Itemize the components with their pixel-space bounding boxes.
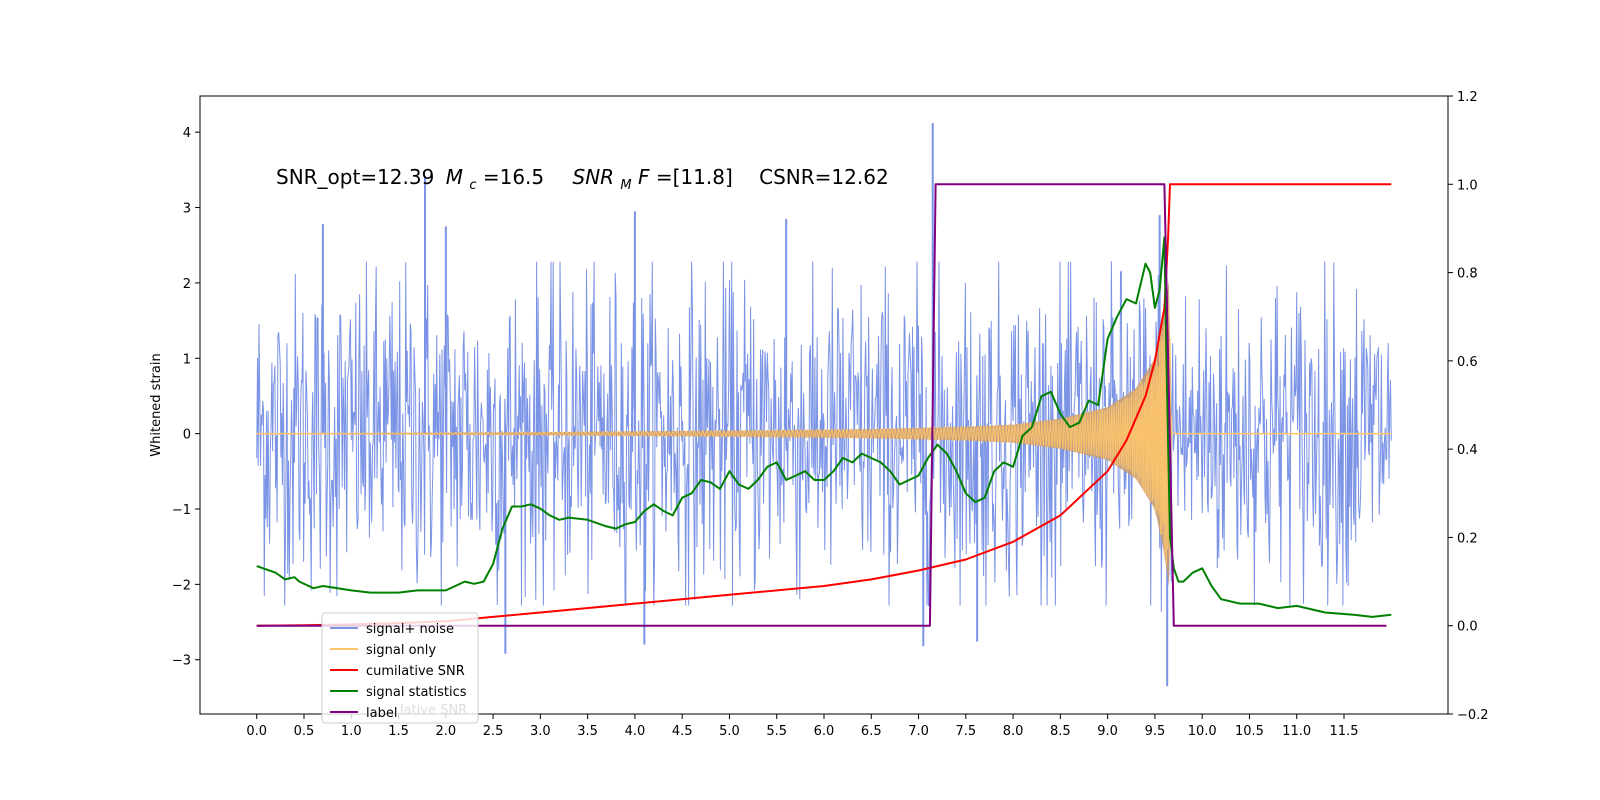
y-tick-label-left: −2 — [172, 578, 191, 593]
series-label-line — [256, 183, 1387, 627]
x-tick-label: 6.5 — [861, 724, 882, 739]
y-tick-label-right: 0.4 — [1457, 443, 1478, 458]
x-tick-label: 9.5 — [1145, 724, 1166, 739]
x-tick-label: 8.0 — [1003, 724, 1024, 739]
annotation-snrmf-tail: F — [638, 165, 650, 189]
annotation-csnr: CSNR=12.62 — [759, 165, 889, 189]
annotation-snrmf-sub: M — [620, 178, 631, 193]
legend-label: signal statistics — [366, 685, 467, 700]
x-tick-label: 4.0 — [625, 724, 646, 739]
x-tick-label: 0.5 — [294, 724, 315, 739]
annotation-snrmf-symbol: SNR — [573, 165, 615, 189]
annotation-snr-opt: SNR_opt=12.39 — [276, 165, 434, 189]
legend-ghost-text: lative SNR — [400, 703, 467, 718]
y-tick-label-left: 4 — [183, 126, 191, 141]
legend-box — [321, 612, 479, 724]
x-tick-label: 3.0 — [530, 724, 551, 739]
legend-label: signal only — [366, 643, 436, 658]
x-tick-label: 10.0 — [1188, 724, 1217, 739]
annotation-mc-symbol: M — [446, 165, 463, 189]
y-tick-label-right: 0.2 — [1457, 531, 1478, 546]
y-tick-label-right: 0.6 — [1457, 355, 1478, 370]
x-tick-label: 0.0 — [246, 724, 267, 739]
ticks-layer: 0.0 0.5 1.0 1.5 2.0 2.5 3.0 3.5 4.0 4.5 5.0 5.5 6.0 6… — [172, 90, 1489, 739]
legend: signal+ noise signal only cumilative SNR si… — [321, 612, 479, 724]
x-tick-label: 1.0 — [341, 724, 362, 739]
x-tick-label: 4.5 — [672, 724, 693, 739]
y-tick-label-left: 0 — [183, 428, 191, 443]
legend-entries: signal+ noise signal only cumilative SNR si… — [330, 622, 467, 721]
y-tick-label-right: 1.2 — [1457, 90, 1478, 105]
y-tick-label-right: −0.2 — [1457, 708, 1489, 723]
y-tick-label-right: 1.0 — [1457, 178, 1478, 193]
x-tick-label: 7.0 — [908, 724, 929, 739]
legend-label: signal+ noise — [366, 622, 454, 637]
y-tick-label-right: 0.0 — [1457, 620, 1478, 635]
x-tick-label: 6.0 — [814, 724, 835, 739]
y-tick-label-left: −3 — [172, 654, 191, 669]
legend-label: label — [366, 706, 397, 721]
legend-label: cumilative SNR — [366, 664, 465, 679]
annotation-mc-sub: c — [469, 178, 476, 193]
series-signal-only-line — [256, 304, 1173, 566]
x-tick-label: 2.5 — [483, 724, 504, 739]
series-signal-statistics-line — [256, 236, 1392, 618]
x-tick-label: 11.0 — [1282, 724, 1311, 739]
chart-annotation: SNR_opt=12.39 M c =16.5 SNR M F =[11.8] … — [276, 165, 889, 194]
x-tick-label: 11.5 — [1330, 724, 1359, 739]
x-tick-label: 10.5 — [1235, 724, 1264, 739]
x-tick-label: 7.5 — [955, 724, 976, 739]
y-tick-label-left: −1 — [172, 503, 191, 518]
annotation-snrmf-value: =[11.8] — [656, 165, 733, 189]
svg-text:SNR_opt=12.39 M c: SNR_opt=12.39 M c =16.5 SNR M F =[11.8] … — [276, 165, 889, 194]
y-tick-label-left: 1 — [183, 352, 191, 367]
x-tick-label: 5.0 — [719, 724, 740, 739]
x-tick-label: 9.0 — [1097, 724, 1118, 739]
series-layer — [256, 123, 1392, 687]
x-tick-label: 2.0 — [435, 724, 456, 739]
y-tick-label-right: 0.8 — [1457, 267, 1478, 282]
y-axis-label-left: Whitened strain — [149, 353, 164, 456]
x-tick-label: 5.5 — [766, 724, 787, 739]
annotation-mc-value: =16.5 — [483, 165, 544, 189]
x-tick-label: 8.5 — [1050, 724, 1071, 739]
y-tick-label-left: 2 — [183, 277, 191, 292]
y-tick-label-left: 3 — [183, 202, 191, 217]
x-tick-label: 3.5 — [577, 724, 598, 739]
x-tick-label: 1.5 — [388, 724, 409, 739]
